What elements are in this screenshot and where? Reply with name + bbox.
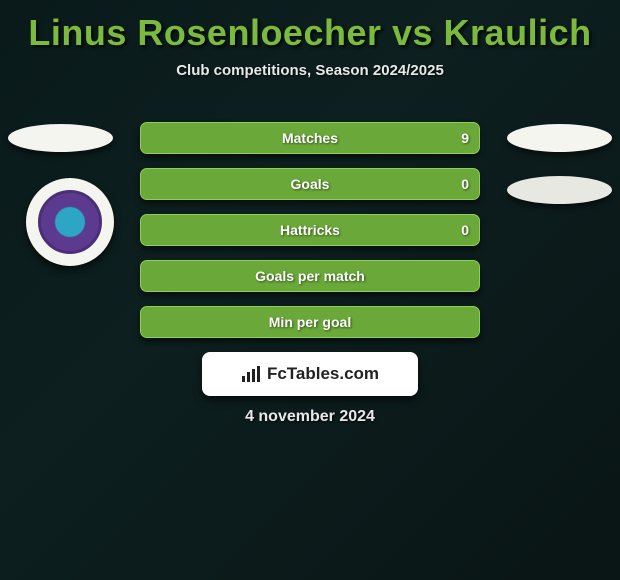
- player-right-placeholder: [507, 124, 612, 152]
- club-badge: [26, 178, 114, 266]
- stat-row-min-per-goal: Min per goal: [140, 306, 480, 338]
- brand-box[interactable]: FcTables.com: [202, 352, 418, 396]
- stat-row-goals-per-match: Goals per match: [140, 260, 480, 292]
- stat-value: 9: [461, 130, 469, 146]
- subtitle: Club competitions, Season 2024/2025: [0, 62, 620, 79]
- stat-label: Hattricks: [280, 222, 340, 238]
- stat-value: 0: [461, 176, 469, 192]
- stat-label: Matches: [282, 130, 338, 146]
- stat-label: Goals per match: [255, 268, 365, 284]
- chart-icon: [241, 365, 263, 383]
- brand-text: FcTables.com: [267, 364, 379, 384]
- club-badge-inner: [38, 190, 102, 254]
- stat-value: 0: [461, 222, 469, 238]
- stat-row-matches: Matches 9: [140, 122, 480, 154]
- stats-table: Matches 9 Goals 0 Hattricks 0 Goals per …: [140, 122, 480, 352]
- stat-label: Min per goal: [269, 314, 351, 330]
- page-title: Linus Rosenloecher vs Kraulich: [0, 0, 620, 54]
- stat-label: Goals: [291, 176, 330, 192]
- player-right-placeholder-2: [507, 176, 612, 204]
- stat-row-goals: Goals 0: [140, 168, 480, 200]
- stat-row-hattricks: Hattricks 0: [140, 214, 480, 246]
- date-text: 4 november 2024: [0, 408, 620, 426]
- player-left-placeholder: [8, 124, 113, 152]
